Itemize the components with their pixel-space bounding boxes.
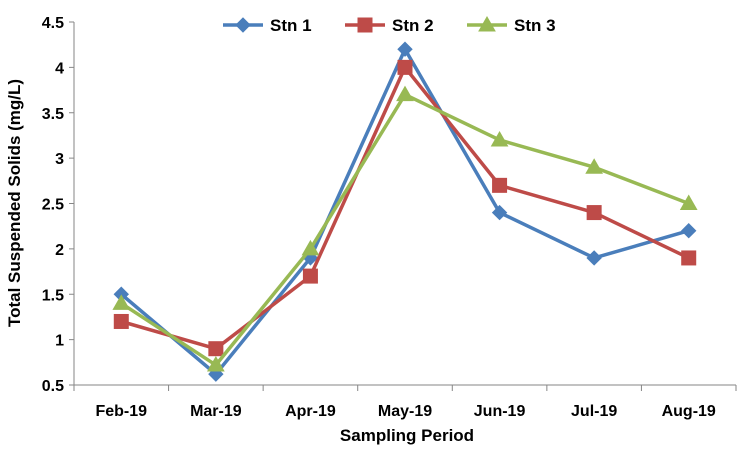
data-point-triangle <box>585 158 604 174</box>
y-axis-title: Total Suspended Solids (mg/L) <box>5 79 24 327</box>
axes <box>69 21 737 391</box>
data-point-square <box>681 250 697 266</box>
data-point-square <box>586 205 602 221</box>
data-point-triangle <box>301 239 320 256</box>
x-tick-labels: Feb-19 Mar-19 Apr-19 May-19 Jun-19 Jul-19 Aug-… <box>95 403 715 420</box>
legend-marker <box>235 17 251 33</box>
series-stn-2 <box>113 59 697 357</box>
y-tick-label: 3 <box>55 151 64 168</box>
y-tick-label: 2.5 <box>42 197 64 214</box>
y-tick-labels: 0.5 1 1.5 2 2.5 3 3.5 4 4.5 <box>42 15 64 395</box>
series-group <box>112 41 698 382</box>
data-point-diamond <box>491 204 508 221</box>
data-point-square <box>302 268 318 284</box>
data-point-triangle <box>396 85 414 102</box>
y-tick-label: 4 <box>55 60 64 77</box>
data-point-triangle <box>206 356 225 372</box>
y-tick-label: 0.5 <box>42 378 64 395</box>
y-tick-label: 1 <box>55 333 64 350</box>
series-stn-3 <box>112 85 698 372</box>
series-line <box>120 92 690 367</box>
y-tick-label: 2 <box>55 242 64 259</box>
legend-item: Stn 1 <box>223 16 312 35</box>
data-point-triangle <box>679 194 698 210</box>
legend-label: Stn 1 <box>270 16 312 35</box>
data-point-square <box>113 313 129 329</box>
legend-marker <box>478 15 496 32</box>
y-tick-label: 3.5 <box>42 106 64 123</box>
data-point-triangle <box>490 130 509 147</box>
x-tick-label: Jun-19 <box>474 403 526 420</box>
data-point-square <box>397 59 413 75</box>
x-tick-label: Mar-19 <box>190 403 242 420</box>
legend-item: Stn 3 <box>467 15 556 35</box>
data-point-diamond <box>681 223 697 239</box>
x-tick-label: Aug-19 <box>662 403 716 420</box>
data-point-square <box>208 341 224 357</box>
legend: Stn 1 Stn 2 Stn 3 <box>223 15 556 35</box>
legend-label: Stn 3 <box>514 16 556 35</box>
legend-label: Stn 2 <box>392 16 434 35</box>
data-point-square <box>492 177 508 193</box>
data-point-diamond <box>586 250 602 266</box>
series-line <box>120 65 690 351</box>
data-point-diamond <box>397 41 413 57</box>
data-point-triangle <box>112 294 131 310</box>
legend-marker <box>357 17 373 33</box>
x-tick-label: Feb-19 <box>95 403 147 420</box>
x-tick-label: Jul-19 <box>571 403 617 420</box>
legend-item: Stn 2 <box>345 16 434 35</box>
y-tick-label: 4.5 <box>42 15 64 32</box>
y-tick-label: 1.5 <box>42 287 64 304</box>
x-tick-label: Apr-19 <box>285 403 336 420</box>
x-axis-title: Sampling Period <box>340 426 474 445</box>
x-tick-label: May-19 <box>378 403 432 420</box>
